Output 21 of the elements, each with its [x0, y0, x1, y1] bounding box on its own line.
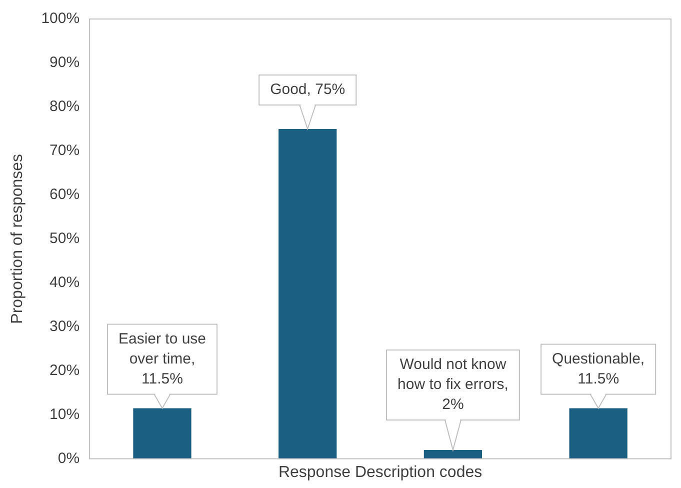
y-tick-label: 20%: [50, 362, 80, 379]
y-axis-title: Proportion of responses: [9, 154, 26, 324]
x-axis-title: Response Description codes: [278, 464, 482, 481]
y-tick-label: 60%: [50, 186, 80, 204]
y-tick-label: 50%: [50, 230, 80, 248]
y-tick-label: 10%: [50, 406, 80, 423]
bar: [278, 128, 337, 459]
y-tick-label: 80%: [50, 98, 80, 116]
y-tick-label: 100%: [41, 10, 80, 28]
y-tick-label: 0%: [58, 450, 80, 467]
y-tick-label: 70%: [50, 142, 80, 160]
bar: [133, 408, 192, 459]
y-tick-label: 30%: [50, 318, 80, 335]
data-label: Would not know how to fix errors, 2%: [398, 356, 508, 414]
data-label: Questionable, 11.5%: [552, 350, 645, 388]
bar: [424, 450, 482, 459]
data-label: Easier to use over time, 11.5%: [118, 330, 206, 388]
y-tick-label: 40%: [50, 274, 80, 292]
data-label: Good, 75%: [270, 81, 346, 98]
bar: [569, 408, 628, 459]
y-tick-label: 90%: [50, 54, 80, 72]
